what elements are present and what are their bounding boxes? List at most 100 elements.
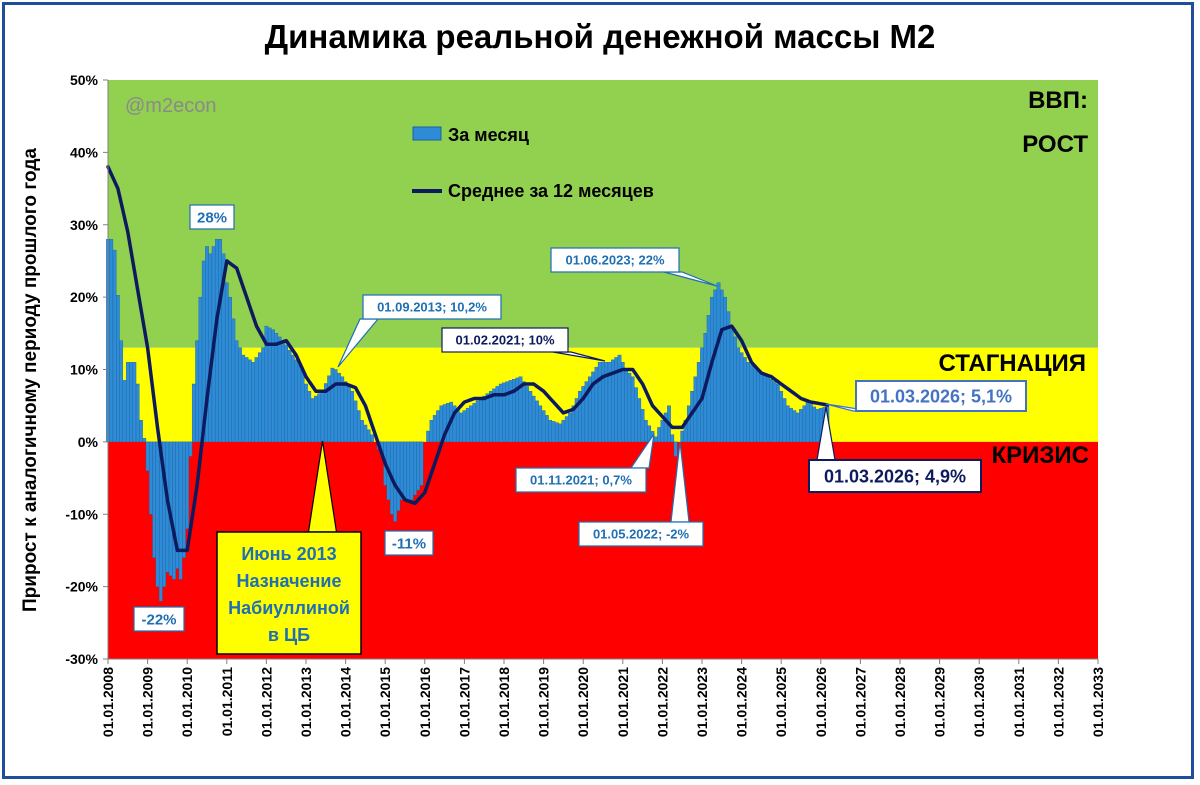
bar-mark [188,441,193,457]
bar-mark [551,421,556,443]
bar-mark [234,340,239,443]
bar-mark [132,362,137,443]
bar-mark [498,383,503,443]
x-tick-label: 01.01.2018 [496,667,512,737]
bar-mark [436,410,440,443]
x-tick-label: 01.01.2015 [377,667,393,737]
bar-mark [182,441,186,558]
bar-mark [739,352,744,443]
bar-mark [125,362,130,443]
bar-mark [475,400,480,443]
y-tick-label: 0% [78,434,99,450]
callout-line: в ЦБ [268,625,310,645]
y-tick-label: -20% [65,579,98,595]
bar-mark [261,347,265,443]
annotation-box [189,204,235,230]
legend-line-label: Среднее за 12 месяцев [448,181,654,201]
bar-mark [198,296,203,443]
annotation-box [550,247,680,273]
x-tick-label: 01.01.2028 [892,667,908,737]
bar-mark [538,405,543,443]
bar-mark [304,383,308,443]
bar-mark [340,376,345,443]
bar-mark [356,410,361,443]
bar-mark [330,367,335,443]
bar-mark [403,441,407,500]
annotation-label: -11% [392,535,426,552]
bar-mark [363,424,368,443]
bar-mark [769,378,774,443]
annotation-box [133,606,185,632]
bar-mark [733,336,737,443]
bar-mark [630,376,635,443]
bar-mark [350,391,355,443]
bar-mark [413,441,417,496]
bar-mark [637,398,642,443]
bar-mark [409,441,414,500]
bar-mark [310,398,315,443]
x-tick-label: 01.01.2012 [258,667,274,737]
bar-mark [660,419,665,443]
bar-mark [766,376,770,443]
bar-mark [723,296,727,443]
x-tick-label: 01.01.2008 [100,667,116,737]
bar-mark [746,362,751,443]
bar-mark [142,438,147,443]
bar-mark [601,362,605,443]
x-tick-label: 01.01.2011 [219,667,235,737]
bar-mark [482,395,487,443]
bar-mark [462,410,467,443]
x-tick-label: 01.01.2022 [654,667,670,737]
bar-mark [812,406,817,443]
bar-mark [251,362,256,443]
bar-mark [759,371,764,443]
x-tick-label: 01.01.2032 [1050,667,1066,737]
bar-mark [686,405,691,443]
bar-mark [657,427,661,443]
annotation-box [515,467,647,493]
callout-box [216,531,362,655]
bar-mark [802,405,807,443]
bar-mark [640,409,645,443]
bar-mark [254,357,259,443]
annotation-box [855,380,1027,412]
x-tick-label: 01.01.2019 [536,667,552,737]
bar-mark [528,391,533,443]
bar-mark [145,441,150,472]
annotation-label: 01.03.2026; 5,1% [870,386,1012,406]
bar-mark [531,395,536,443]
annotation-box [808,459,982,493]
x-tick-label: 01.01.2024 [734,667,750,737]
bar-mark [795,412,800,443]
x-tick-label: 01.01.2026 [813,667,829,737]
bar-mark [228,296,232,443]
bar-mark [653,436,658,443]
bar-mark [317,393,322,443]
bar-mark [191,383,196,443]
bar-mark [713,289,718,443]
bar-mark [274,333,279,443]
bar-mark [284,345,289,443]
annotation-label: 01.05.2022; -2% [593,527,690,542]
y-tick-label: 40% [70,144,99,160]
bar-mark [139,419,143,443]
bar-mark [729,325,734,443]
y-tick-label: 30% [70,217,99,233]
bar-mark [627,372,632,443]
bar-mark [680,430,685,443]
annotation-label: 01.11.2021; 0,7% [530,473,632,488]
x-tick-label: 01.01.2033 [1090,667,1106,737]
annotation-box [362,294,502,320]
bar-mark [779,391,784,443]
bar-mark [366,429,371,443]
bar-mark [809,404,813,443]
bar-mark [505,381,510,443]
x-tick-label: 01.01.2031 [1011,667,1027,737]
bar-mark [129,362,133,443]
y-tick-label: 10% [70,362,99,378]
bar-mark [152,441,157,558]
bar-mark [396,441,401,511]
legend-bar-swatch [412,126,442,141]
bar-mark [719,289,724,443]
bar-mark [347,386,351,443]
